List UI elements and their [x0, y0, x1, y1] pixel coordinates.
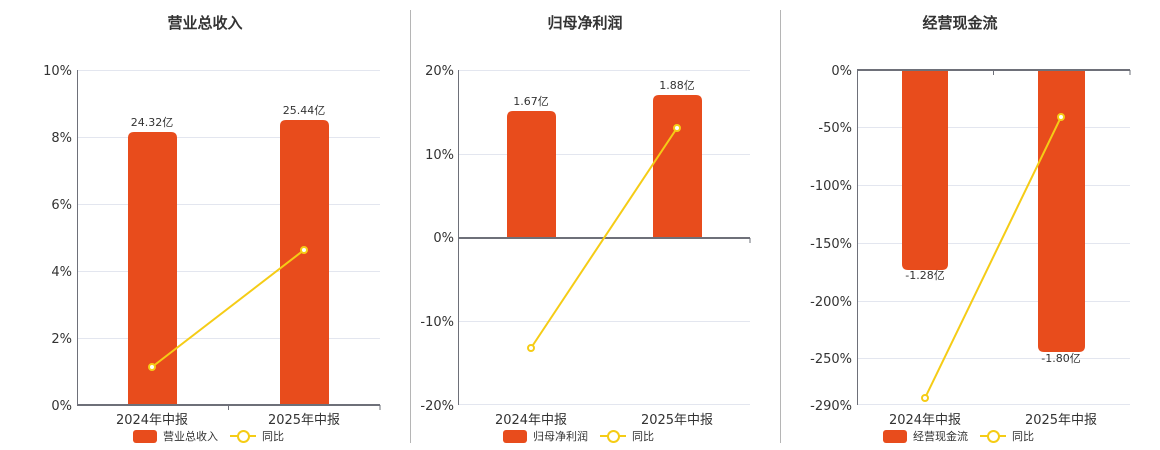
y-tick: 6% — [51, 198, 72, 213]
y-tick: 10% — [43, 64, 72, 79]
yoy-point[interactable] — [527, 344, 535, 352]
chart-title: 归母净利润 — [547, 14, 623, 32]
y-tick: 0% — [433, 231, 454, 246]
legend-bar-label[interactable]: 营业总收入 — [163, 430, 218, 443]
legend-bar-swatch[interactable] — [883, 429, 907, 443]
legend-line-label[interactable]: 同比 — [262, 430, 284, 443]
y-tick: 0% — [51, 399, 72, 414]
chart-panel-operating-cash-flow: 经营现金流 — [760, 0, 1160, 450]
x-category-label: 2024年中报 — [889, 413, 961, 428]
y-tick: -150% — [810, 237, 852, 252]
panel-separator — [780, 10, 781, 443]
legend-line-swatch[interactable] — [230, 429, 256, 443]
yoy-line — [924, 116, 1062, 399]
yoy-point[interactable] — [673, 124, 681, 132]
bar-value-label: -1.28亿 — [905, 269, 944, 282]
x-category-label: 2024年中报 — [495, 413, 567, 428]
bar-value-label: 1.67亿 — [513, 95, 549, 108]
legend-line-swatch[interactable] — [600, 429, 626, 443]
y-tick: 10% — [425, 148, 454, 163]
y-tick: -10% — [420, 315, 454, 330]
bar[interactable] — [280, 120, 329, 405]
y-tick: 20% — [425, 64, 454, 79]
x-category-label: 2025年中报 — [1025, 413, 1097, 428]
x-category-label: 2025年中报 — [641, 413, 713, 428]
y-tick: -20% — [420, 399, 454, 414]
chart-plot: 10% 8% 6% 4% 2% 0% 24.32亿 25.44亿 2024年中报… — [43, 64, 381, 428]
chart-legend: 营业总收入 同比 — [133, 428, 284, 444]
yoy-point[interactable] — [148, 363, 156, 371]
legend-bar-swatch[interactable] — [133, 429, 157, 443]
chart-legend: 经营现金流 同比 — [883, 428, 1034, 444]
yoy-point[interactable] — [300, 246, 308, 254]
y-tick: 2% — [51, 332, 72, 347]
bar[interactable] — [902, 70, 948, 270]
y-tick: -250% — [810, 352, 852, 367]
chart-panel-net-profit: 归母净利润 — [380, 0, 790, 450]
y-tick: -100% — [810, 179, 852, 194]
yoy-point[interactable] — [1057, 113, 1065, 121]
bar[interactable] — [653, 95, 702, 238]
bar-value-label: -1.80亿 — [1041, 352, 1080, 365]
yoy-line — [530, 127, 678, 349]
bar-value-label: 25.44亿 — [283, 104, 326, 117]
chart-title: 营业总收入 — [167, 14, 243, 32]
bar[interactable] — [507, 111, 556, 238]
y-tick: 0% — [831, 64, 852, 79]
y-tick: -50% — [818, 121, 852, 136]
y-tick: 8% — [51, 131, 72, 146]
chart-legend: 归母净利润 同比 — [503, 428, 654, 444]
y-tick: -290% — [810, 399, 852, 414]
legend-bar-swatch[interactable] — [503, 429, 527, 443]
x-category-label: 2024年中报 — [116, 413, 188, 428]
chart-panel-revenue: 营业总收入 10% 8% 6% 4% 2% 0% 24.32亿 25 — [0, 0, 410, 450]
bar-value-label: 1.88亿 — [659, 79, 695, 92]
chart-title: 经营现金流 — [922, 14, 998, 32]
y-tick: 4% — [51, 265, 72, 280]
legend-line-label[interactable]: 同比 — [1012, 430, 1034, 443]
panel-separator — [410, 10, 411, 443]
legend-line-swatch[interactable] — [980, 429, 1006, 443]
yoy-point[interactable] — [921, 394, 929, 402]
legend-bar-label[interactable]: 归母净利润 — [533, 430, 588, 443]
bar[interactable] — [128, 132, 177, 405]
yoy-line — [151, 249, 305, 368]
bar-value-label: 24.32亿 — [131, 116, 174, 129]
y-tick: -200% — [810, 295, 852, 310]
legend-bar-label[interactable]: 经营现金流 — [913, 430, 968, 443]
legend-line-label[interactable]: 同比 — [632, 430, 654, 443]
x-category-label: 2025年中报 — [268, 413, 340, 428]
